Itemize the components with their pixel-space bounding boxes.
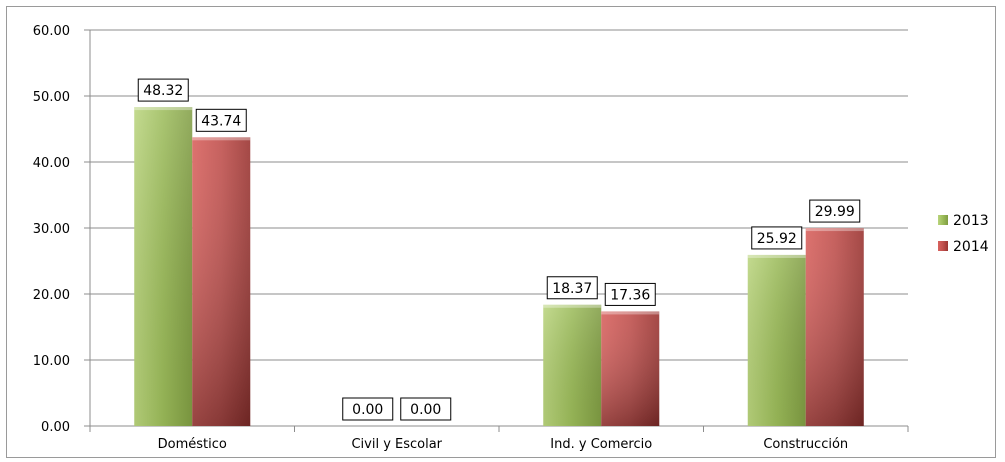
y-tick-label: 20.00 [33, 288, 70, 303]
legend-swatch-2013 [938, 215, 948, 225]
legend-label-2014: 2014 [953, 239, 989, 255]
data-label: 29.99 [815, 204, 855, 220]
data-label-box [195, 108, 247, 132]
data-label: 0.00 [352, 402, 383, 418]
x-tick-label: Ind. y Comercio [550, 437, 652, 452]
data-label-box [546, 276, 598, 300]
legend: 2013 2014 [938, 213, 989, 255]
bar-shade [747, 254, 806, 426]
data-label: 48.32 [143, 83, 183, 99]
data-label-box [342, 397, 394, 421]
legend-label-2013: 2013 [953, 213, 989, 229]
data-label-box [604, 282, 656, 306]
data-labels: 48.32 43.74 0.00 0.00 18.37 17.36 25.92 29.99 [137, 78, 861, 421]
bar-highlight [601, 311, 660, 315]
data-label-box [137, 78, 189, 102]
y-tick-label: 30.00 [33, 222, 70, 237]
bar-shade [543, 304, 602, 426]
data-label-box [809, 199, 861, 223]
x-tick-label: Civil y Escolar [351, 437, 442, 452]
y-tick-label: 0.00 [41, 420, 70, 435]
data-label: 17.36 [610, 287, 650, 303]
y-tick-label: 10.00 [33, 354, 70, 369]
bars [134, 107, 864, 427]
data-label: 18.37 [552, 281, 592, 297]
y-tick-label: 60.00 [33, 24, 70, 39]
bar-shade [805, 228, 864, 426]
x-tick-label: Construcción [763, 437, 848, 452]
data-label: 0.00 [410, 402, 441, 418]
legend-swatch-2014 [938, 241, 948, 251]
y-tick-label: 40.00 [33, 156, 70, 171]
bar-shade [601, 311, 660, 426]
data-label-box [400, 397, 452, 421]
bar-highlight [805, 228, 864, 232]
data-label: 43.74 [201, 113, 241, 129]
bar-shade [134, 107, 193, 426]
bar-highlight [134, 107, 193, 111]
bar-highlight [747, 254, 806, 258]
data-label: 25.92 [757, 231, 797, 247]
data-label-box [751, 226, 803, 250]
bar-shade [192, 137, 251, 427]
y-tick-label: 50.00 [33, 90, 70, 105]
bar-highlight [543, 304, 602, 308]
bar-highlight [192, 137, 251, 141]
x-tick-label: Doméstico [158, 437, 227, 452]
